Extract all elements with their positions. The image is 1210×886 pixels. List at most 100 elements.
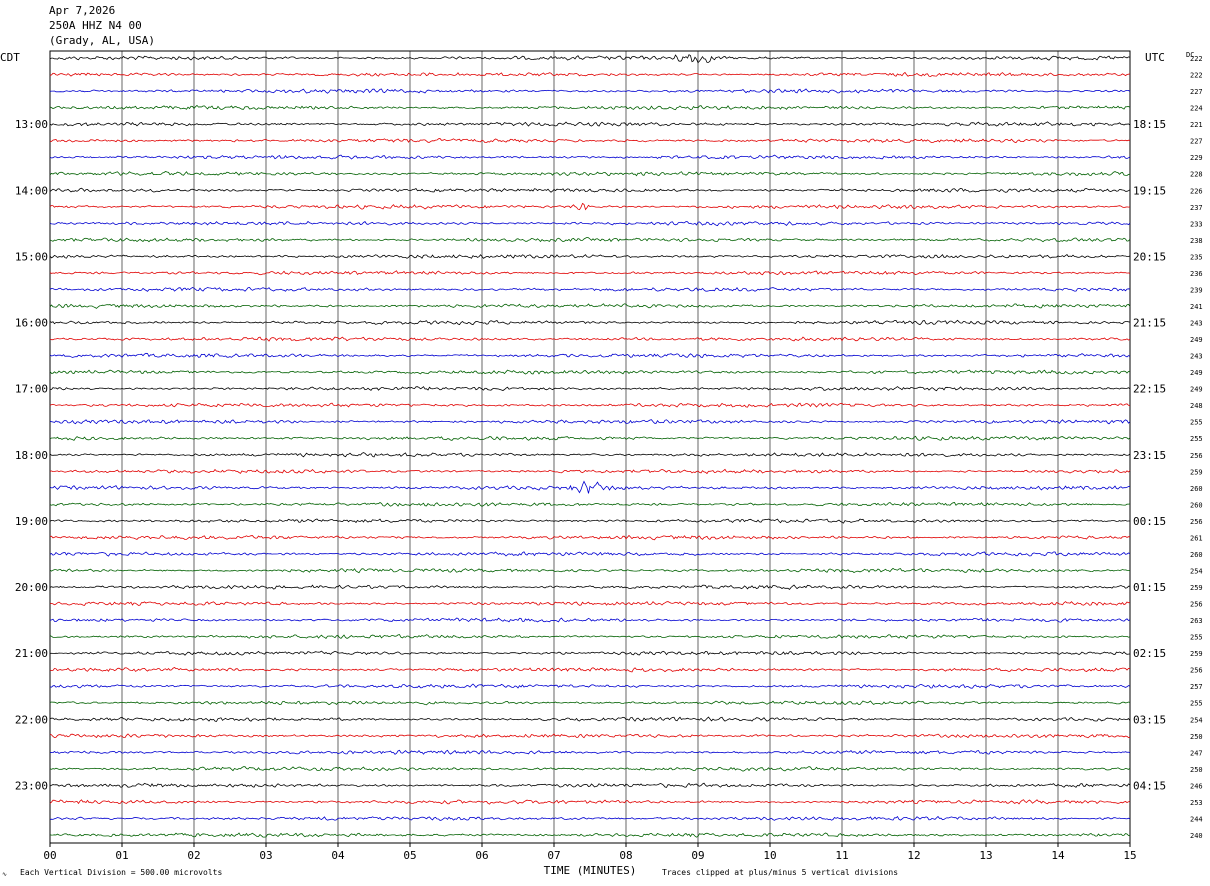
dc-offset-label: 261 <box>1190 534 1203 542</box>
dc-title: DC <box>1186 51 1194 59</box>
dc-offset-label: 243 <box>1190 320 1203 328</box>
seismic-trace <box>49 832 1131 838</box>
dc-offset-label: 255 <box>1190 700 1203 708</box>
cdt-hour-label: 22:00 <box>15 713 48 726</box>
dc-offset-label: 255 <box>1190 435 1203 443</box>
dc-offset-label: 260 <box>1190 485 1203 493</box>
seismic-trace <box>49 71 1131 78</box>
sine-icon: ∿ <box>2 871 7 878</box>
seismic-trace <box>49 667 1131 673</box>
dc-offset-label: 248 <box>1190 402 1203 410</box>
x-tick-label: 13 <box>979 849 992 862</box>
utc-hour-label: 23:15 <box>1133 449 1166 462</box>
x-tick-label: 09 <box>691 849 704 862</box>
dc-offset-label: 255 <box>1190 419 1203 427</box>
x-tick-label: 12 <box>907 849 920 862</box>
dc-offset-label: 244 <box>1190 815 1203 823</box>
seismic-trace <box>49 534 1131 541</box>
dc-offset-label: 240 <box>1190 832 1203 840</box>
seismic-trace <box>49 601 1131 606</box>
seismic-trace <box>49 303 1131 309</box>
cdt-hour-label: 21:00 <box>15 647 48 660</box>
seismic-trace <box>49 336 1131 342</box>
seismic-trace <box>49 402 1131 408</box>
utc-hour-label: 03:15 <box>1133 713 1166 726</box>
cdt-hour-label: 20:00 <box>15 581 48 594</box>
dc-offset-label: 227 <box>1190 138 1203 146</box>
dc-offset-label: 253 <box>1190 799 1203 807</box>
x-tick-label: 06 <box>475 849 488 862</box>
utc-hour-label: 22:15 <box>1133 383 1166 396</box>
seismic-trace <box>49 815 1131 821</box>
dc-offset-label: 228 <box>1190 171 1203 179</box>
seismic-trace <box>49 700 1131 706</box>
cdt-hour-label: 16:00 <box>15 317 48 330</box>
dc-offset-label: 254 <box>1190 716 1203 724</box>
seismic-trace <box>49 733 1131 739</box>
dc-offset-label: 233 <box>1190 220 1203 228</box>
seismic-trace <box>49 187 1131 193</box>
cdt-hour-label: 17:00 <box>15 383 48 396</box>
dc-offset-label: 241 <box>1190 303 1203 311</box>
cdt-hour-label: 19:00 <box>15 515 48 528</box>
cdt-hour-label: 23:00 <box>15 779 48 792</box>
dc-offset-label: 257 <box>1190 683 1203 691</box>
x-tick-label: 04 <box>331 849 345 862</box>
seismic-trace <box>49 435 1131 441</box>
x-tick-label: 11 <box>835 849 848 862</box>
dc-offset-label: 224 <box>1190 105 1203 113</box>
dc-offset-label: 243 <box>1190 353 1203 361</box>
dc-offset-label: 256 <box>1190 518 1203 526</box>
dc-offset-label: 259 <box>1190 650 1203 658</box>
x-tick-label: 10 <box>763 849 776 862</box>
seismic-trace <box>49 419 1131 425</box>
seismic-trace <box>49 617 1131 623</box>
dc-offset-label: 250 <box>1190 766 1203 774</box>
x-tick-label: 01 <box>115 849 128 862</box>
seismic-trace <box>49 782 1131 788</box>
seismic-trace <box>49 138 1131 144</box>
seismic-trace <box>49 154 1131 160</box>
x-tick-label: 03 <box>259 849 272 862</box>
station-code: 250A HHZ N4 00 <box>49 19 142 32</box>
x-tick-label: 15 <box>1123 849 1136 862</box>
seismic-trace <box>49 121 1131 127</box>
dc-offset-label: 256 <box>1190 601 1203 609</box>
dc-offset-label: 256 <box>1190 452 1203 460</box>
seismic-trace <box>49 518 1130 524</box>
seismic-trace <box>49 220 1131 227</box>
x-tick-label: 07 <box>547 849 560 862</box>
seismic-trace <box>49 480 1131 494</box>
utc-hour-label: 00:15 <box>1133 515 1166 528</box>
x-tick-label: 02 <box>187 849 200 862</box>
dc-offset-label: 249 <box>1190 386 1203 394</box>
station-location: (Grady, AL, USA) <box>49 34 155 47</box>
right-axis-title: UTC <box>1145 51 1165 64</box>
clip-note: Traces clipped at plus/minus 5 vertical … <box>662 868 898 877</box>
utc-hour-label: 02:15 <box>1133 647 1166 660</box>
dc-offset-label: 229 <box>1190 154 1203 162</box>
seismic-trace <box>49 634 1131 639</box>
seismic-trace <box>49 171 1131 177</box>
seismic-trace <box>49 468 1131 475</box>
utc-hour-label: 19:15 <box>1133 184 1166 197</box>
dc-offset-label: 249 <box>1190 336 1203 344</box>
dc-offset-label: 236 <box>1190 270 1203 278</box>
seismic-trace <box>49 104 1131 111</box>
seismic-trace <box>49 716 1131 722</box>
dc-offset-label: 235 <box>1190 253 1203 261</box>
seismic-trace <box>49 319 1131 326</box>
dc-offset-label: 226 <box>1190 187 1203 195</box>
dc-offset-label: 246 <box>1190 782 1203 790</box>
dc-offset-label: 254 <box>1190 567 1203 575</box>
cdt-hour-label: 15:00 <box>15 250 48 263</box>
x-axis-title: TIME (MINUTES) <box>544 864 637 877</box>
dc-offset-label: 250 <box>1190 733 1203 741</box>
dc-offset-label: 239 <box>1190 286 1203 294</box>
seismic-trace <box>49 352 1131 358</box>
seismic-trace <box>49 650 1131 656</box>
cdt-hour-label: 13:00 <box>15 118 48 131</box>
seismic-trace <box>49 584 1131 590</box>
dc-offset-label: 221 <box>1190 121 1203 129</box>
